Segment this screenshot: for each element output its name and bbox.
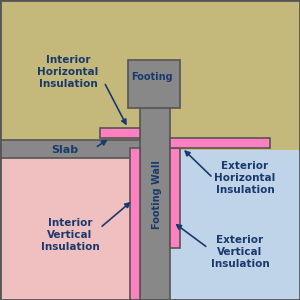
Bar xyxy=(170,138,270,148)
Bar xyxy=(0,0,300,150)
Text: Interior
Vertical
Insulation: Interior Vertical Insulation xyxy=(40,218,99,252)
Bar xyxy=(128,60,180,108)
Text: Slab: Slab xyxy=(51,145,79,155)
Bar xyxy=(130,148,140,300)
Text: Exterior
Vertical
Insulation: Exterior Vertical Insulation xyxy=(211,236,269,268)
Text: Footing: Footing xyxy=(131,72,173,82)
Bar xyxy=(165,150,300,300)
Bar xyxy=(170,148,180,248)
Text: Footing Wall: Footing Wall xyxy=(152,160,162,230)
Bar xyxy=(140,105,170,300)
Bar xyxy=(100,128,140,138)
Text: Interior
Horizontal
Insulation: Interior Horizontal Insulation xyxy=(38,56,99,88)
Bar xyxy=(0,150,165,300)
Bar xyxy=(0,140,165,158)
Text: Exterior
Horizontal
Insulation: Exterior Horizontal Insulation xyxy=(214,161,276,195)
